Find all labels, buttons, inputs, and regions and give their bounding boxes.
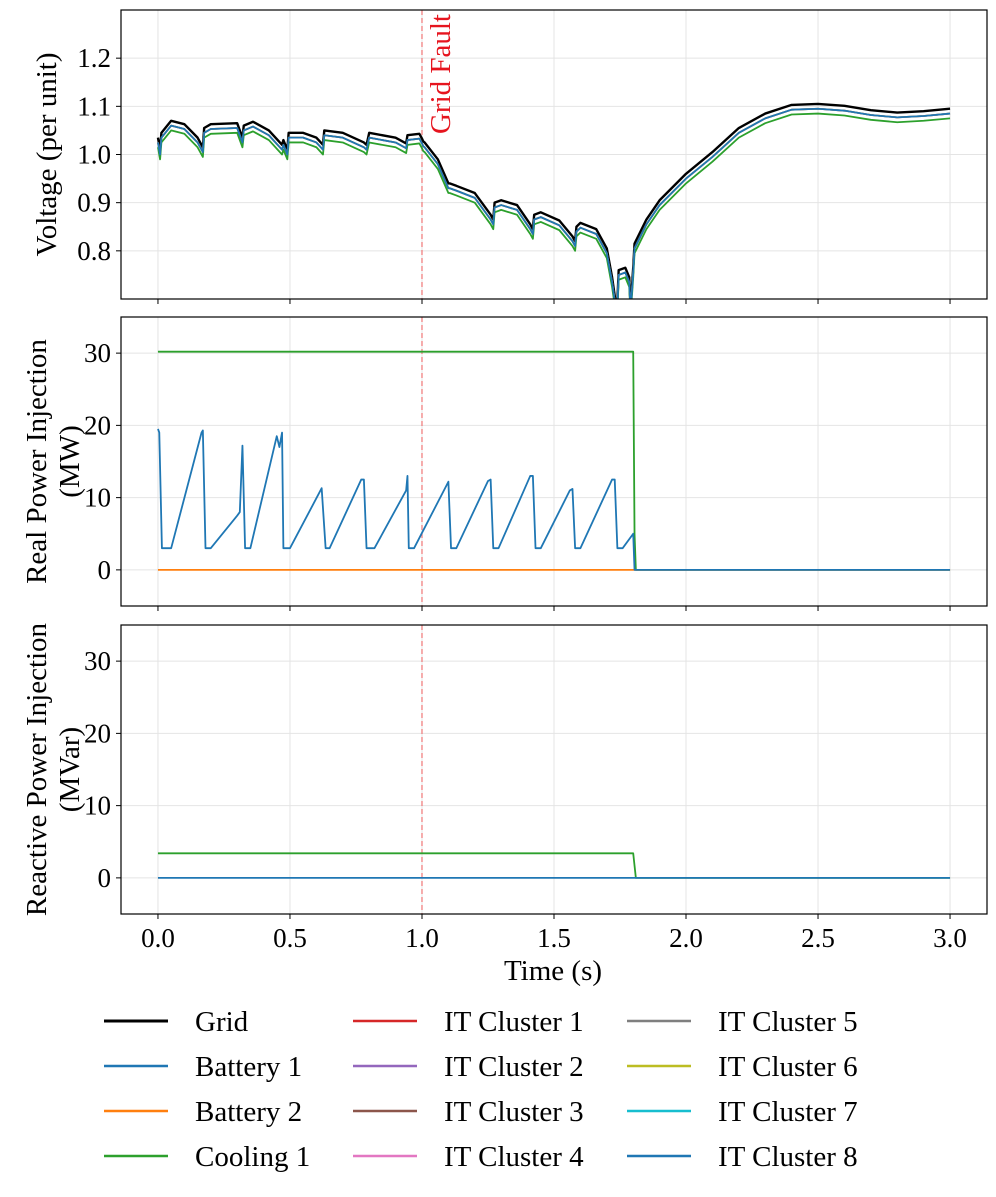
x-tick-label: 0.5 xyxy=(273,923,307,953)
voltage-panel: 0.8 0.9 1.0 1.1 1.2 Grid Fault Voltage (per un… xyxy=(31,9,988,304)
plot-frame xyxy=(120,624,988,915)
y-tick-label: 30 xyxy=(84,646,111,676)
series-line-battery-1 xyxy=(157,428,951,571)
legend-item: IT Cluster 8 xyxy=(627,1141,858,1173)
legend-label: IT Cluster 7 xyxy=(718,1096,858,1128)
y-axis-label-line-2: (MVar) xyxy=(54,727,86,812)
y-tick-label: 1.2 xyxy=(77,43,111,73)
y-tick-label: 1.1 xyxy=(77,91,111,121)
legend-item: IT Cluster 6 xyxy=(627,1051,858,1083)
y-axis-label-line-1: Real Power Injection xyxy=(21,339,53,584)
x-tick-label: 1.5 xyxy=(537,923,571,953)
series-line-cooling-1 xyxy=(157,112,951,299)
y-axis-label: Voltage (per unit) xyxy=(31,52,63,256)
x-tick-label: 0.0 xyxy=(141,923,175,953)
legend-label: IT Cluster 4 xyxy=(444,1141,584,1173)
grid-fault-annotation: Grid Fault xyxy=(425,14,457,134)
plot-frame xyxy=(120,316,988,607)
legend-label: IT Cluster 6 xyxy=(718,1051,858,1083)
legend-label: IT Cluster 3 xyxy=(444,1096,584,1128)
series-line-grid xyxy=(156,102,951,299)
x-tick-label: 2.0 xyxy=(669,923,703,953)
x-axis-label: Time (s) xyxy=(504,955,602,987)
legend-item: IT Cluster 2 xyxy=(353,1051,584,1083)
legend-label: Battery 2 xyxy=(195,1096,302,1128)
x-tick-label: 1.0 xyxy=(405,923,439,953)
legend-item: IT Cluster 7 xyxy=(627,1096,858,1128)
series-line-it-cluster-8 xyxy=(157,107,951,299)
y-tick-label: 10 xyxy=(84,791,111,821)
legend-item: IT Cluster 5 xyxy=(627,1006,858,1038)
y-tick-label: 10 xyxy=(84,483,111,513)
legend-item: Grid xyxy=(104,1006,249,1038)
legend-item: Battery 1 xyxy=(104,1051,302,1083)
legend-label: IT Cluster 2 xyxy=(444,1051,584,1083)
legend-label: Grid xyxy=(195,1006,249,1038)
plot-frame xyxy=(120,9,988,300)
y-tick-label: 0.9 xyxy=(77,188,111,218)
legend: Grid Battery 1 Battery 2 Cooling 1 IT Cluste… xyxy=(104,1006,858,1173)
legend-item: IT Cluster 3 xyxy=(353,1096,584,1128)
y-tick-label: 30 xyxy=(84,338,111,368)
legend-item: IT Cluster 1 xyxy=(353,1006,584,1038)
legend-label: IT Cluster 1 xyxy=(444,1006,584,1038)
legend-label: IT Cluster 5 xyxy=(718,1006,858,1038)
x-tick-label: 2.5 xyxy=(801,923,835,953)
legend-label: IT Cluster 8 xyxy=(718,1141,858,1173)
y-tick-label: 20 xyxy=(84,410,111,440)
y-tick-label: 20 xyxy=(84,718,111,748)
x-tick-label: 3.0 xyxy=(933,923,967,953)
real-power-panel: 0 10 20 30 Real Power Injection (MW) xyxy=(21,316,988,611)
legend-label: Battery 1 xyxy=(195,1051,302,1083)
y-tick-label: 0 xyxy=(98,555,112,585)
legend-item: IT Cluster 4 xyxy=(353,1141,584,1173)
reactive-power-panel: 0 10 20 30 0.0 0.5 1.0 1.5 2.0 2.5 3.0 Reactive Pow… xyxy=(21,622,988,953)
y-axis-label-line-1: Reactive Power Injection xyxy=(21,622,53,916)
legend-item: Cooling 1 xyxy=(104,1141,310,1173)
y-tick-label: 0.8 xyxy=(77,236,111,266)
y-axis-label-line-2: (MW) xyxy=(54,425,86,497)
y-tick-label: 0 xyxy=(98,863,112,893)
y-tick-label: 1.0 xyxy=(77,140,111,170)
legend-item: Battery 2 xyxy=(104,1096,302,1128)
legend-label: Cooling 1 xyxy=(195,1141,310,1173)
